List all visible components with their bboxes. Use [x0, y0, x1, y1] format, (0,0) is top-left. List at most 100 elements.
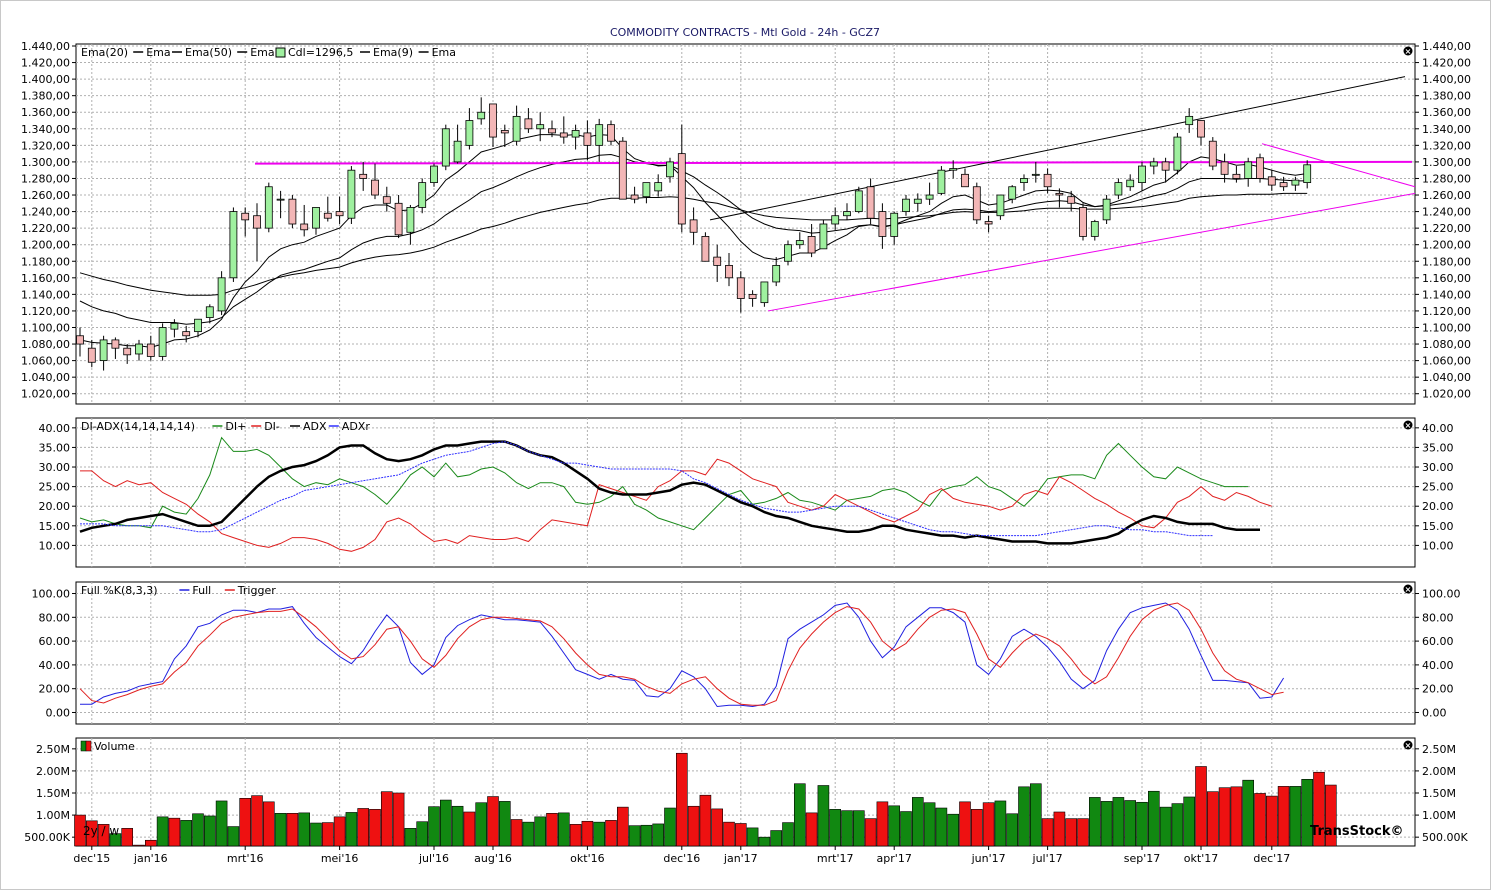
candle-body [1138, 165, 1146, 184]
candle-body [1043, 173, 1052, 188]
y-tick-label-left: 1.260,00 [21, 189, 70, 202]
y-tick-label-right: 1.260,00 [1422, 189, 1471, 202]
candle-body [559, 132, 568, 138]
volume-bar [687, 805, 700, 847]
y-tick-label-right: 35.00 [1422, 441, 1454, 454]
legend-label: Ema [432, 46, 456, 59]
y-tick-label-right: 1.400,00 [1422, 73, 1471, 86]
volume-bar [628, 825, 641, 847]
candle-body [1220, 161, 1229, 175]
volume-bar [734, 823, 747, 847]
candle-body [618, 140, 627, 200]
x-tick-label: okt'16 [570, 852, 604, 865]
volume-bar [557, 812, 570, 847]
x-tick-label: aug'16 [474, 852, 512, 865]
long-trendline [709, 76, 1406, 221]
volume-bar [817, 785, 830, 847]
y-tick-label-right: 1.020,00 [1422, 388, 1471, 401]
x-tick-label: jul'17 [1032, 852, 1063, 865]
candle-body [76, 335, 84, 345]
candle-body [170, 322, 179, 330]
y-tick-label-right: 500.00K [1422, 831, 1468, 844]
y-tick-label-right: 1.440,00 [1422, 40, 1471, 53]
volume-bar [640, 824, 653, 847]
candle-body [1244, 161, 1253, 179]
volume-bar [534, 816, 547, 847]
candle-body [194, 318, 202, 333]
candle-body [276, 198, 285, 201]
volume-bar [262, 801, 275, 847]
candle-body [1291, 179, 1300, 186]
volume-bar [1077, 818, 1089, 847]
candle-body [146, 343, 155, 357]
close-icon [1403, 46, 1413, 56]
candle-body [760, 281, 769, 304]
x-tick-label: apr'17 [877, 852, 912, 865]
volume-bar [581, 820, 594, 847]
x-tick-label: dec'16 [663, 852, 700, 865]
candle-body [217, 277, 226, 312]
candle-body [524, 118, 533, 130]
volume-bar [970, 809, 983, 847]
triangle-upper-line [1261, 143, 1416, 188]
candle-body [205, 306, 214, 318]
candle-body [253, 215, 261, 229]
volume-bar [1136, 801, 1148, 847]
volume-bar [475, 802, 488, 847]
y-tick-label-right: 40.00 [1422, 659, 1454, 672]
candle-body [890, 212, 899, 237]
y-tick-label-right: 1.00M [1422, 809, 1456, 822]
volume-bar [1277, 786, 1290, 847]
volume-bar [793, 783, 806, 847]
candle-body [335, 211, 344, 217]
candle-body [512, 115, 521, 142]
y-tick-label-left: 1.200,00 [21, 239, 70, 252]
candle-body [453, 140, 462, 163]
y-tick-label-right: 1.320,00 [1422, 139, 1471, 152]
candle-body [312, 207, 320, 229]
candle-body [182, 331, 191, 337]
volume-bar [487, 796, 499, 847]
y-tick-label-right: 1.200,00 [1422, 239, 1471, 252]
volume-bar [888, 805, 901, 847]
volume-bar [1053, 811, 1066, 847]
volume-bar [439, 799, 452, 847]
volume-bar [1171, 803, 1184, 847]
y-tick-label-left: 40.00 [39, 422, 71, 435]
volume-bar [251, 795, 263, 847]
volume-bar [1159, 806, 1172, 847]
candle-body [701, 236, 710, 262]
candle-body [595, 124, 604, 146]
y-tick-label-left: 35.00 [39, 441, 71, 454]
y-tick-label-left: 2.50M [36, 743, 70, 756]
candle-body [807, 236, 816, 254]
candle-body [1149, 161, 1158, 167]
volume-bar [616, 806, 629, 847]
y-tick-label-left: 1.040,00 [21, 371, 70, 384]
y-tick-label-left: 1.240,00 [21, 206, 70, 219]
y-tick-label-right: 1.100,00 [1422, 321, 1471, 334]
y-tick-label-right: 0.00 [1422, 706, 1447, 719]
volume-bar [982, 802, 995, 847]
y-tick-label-left: 1.020,00 [21, 388, 70, 401]
candle-body [99, 339, 108, 362]
volume-bar [1230, 786, 1243, 847]
panel-full-k: 100.00 100.00 80.00 80.00 60.00 60.00 40.00 40.… [32, 581, 1461, 725]
volume-bar [1148, 790, 1160, 847]
legend-label: Cdl=1296,5 [288, 46, 353, 59]
volume-bar [546, 813, 558, 847]
candle-body [371, 179, 379, 196]
panel-price: 1.440,00 1.440,00 1.420,00 1.420,00 1.400,00… [21, 40, 1471, 405]
volume-bar [192, 813, 204, 847]
volume-bar [841, 810, 853, 847]
y-tick-label-left: 100.00 [32, 588, 71, 601]
volume-bar [959, 801, 971, 847]
volume-bar [310, 822, 322, 847]
legend-label: Volume [94, 740, 135, 753]
ema20-line [79, 153, 1308, 325]
volume-bar [782, 822, 794, 847]
y-tick-label-left: 1.00M [36, 809, 70, 822]
volume-bar [1006, 813, 1019, 847]
series-line-di [79, 436, 1249, 531]
